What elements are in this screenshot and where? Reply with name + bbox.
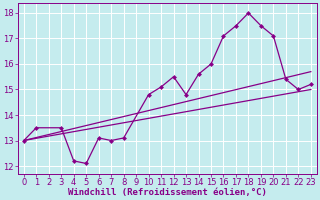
X-axis label: Windchill (Refroidissement éolien,°C): Windchill (Refroidissement éolien,°C)	[68, 188, 267, 197]
